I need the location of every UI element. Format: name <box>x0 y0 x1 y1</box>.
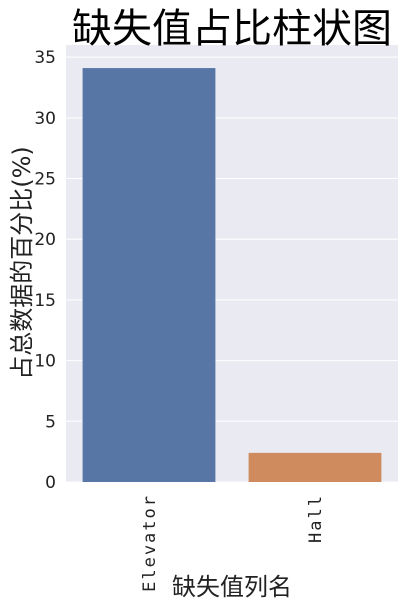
chart-title: 缺失值占比柱状图 <box>72 6 392 52</box>
y-tick-label: 25 <box>34 170 56 190</box>
x-axis-label: 缺失值列名 <box>172 573 292 601</box>
bar-elevator <box>82 68 216 482</box>
x-axis-ticks: Elevator Hall <box>140 494 326 592</box>
bar-hall <box>248 452 382 482</box>
y-tick-label: 0 <box>45 473 56 493</box>
bars <box>82 68 382 482</box>
y-axis-ticks: 0 5 10 15 20 25 30 35 <box>34 48 56 493</box>
y-tick-label: 5 <box>45 412 56 432</box>
y-axis-label: 占总数据的百分比(%) <box>8 146 36 380</box>
y-tick-label: 30 <box>34 109 56 129</box>
y-tick-label: 10 <box>34 352 56 372</box>
y-tick-label: 15 <box>34 291 56 311</box>
x-tick-label: Elevator <box>140 494 160 592</box>
y-tick-label: 20 <box>34 230 56 250</box>
x-tick-label: Hall <box>306 494 326 543</box>
y-tick-label: 35 <box>34 48 56 68</box>
